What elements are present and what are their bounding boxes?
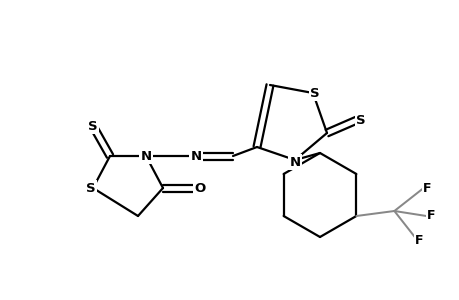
- Text: N: N: [289, 155, 300, 169]
- Text: F: F: [414, 235, 423, 248]
- Text: N: N: [190, 149, 201, 163]
- Text: O: O: [194, 182, 205, 194]
- Text: F: F: [426, 209, 435, 223]
- Text: S: S: [309, 86, 319, 100]
- Text: F: F: [422, 182, 431, 196]
- Text: N: N: [140, 149, 151, 163]
- Text: S: S: [355, 113, 365, 127]
- Text: S: S: [88, 119, 98, 133]
- Text: S: S: [86, 182, 95, 194]
